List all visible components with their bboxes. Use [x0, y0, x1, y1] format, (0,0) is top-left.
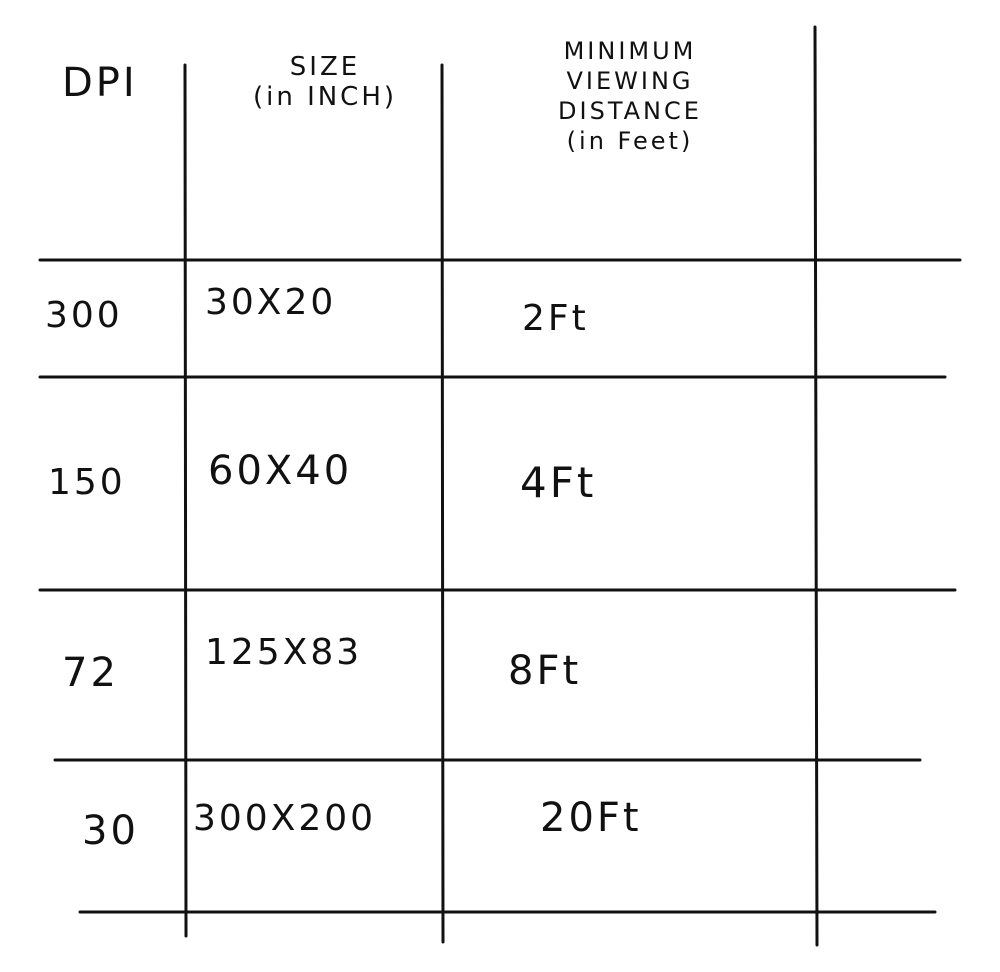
- vertical-line: [183, 63, 188, 938]
- cell-distance: 8Ft: [508, 648, 582, 694]
- cell-size: 60X40: [208, 448, 353, 494]
- header-size-line: SIZE: [289, 52, 361, 82]
- cell-dpi: 300: [45, 295, 123, 336]
- cell-dpi: 150: [48, 462, 126, 503]
- header-distance: MINIMUM VIEWING DISTANCE (in Feet): [505, 36, 755, 156]
- header-distance-line: VIEWING: [566, 67, 694, 95]
- header-distance-line: DISTANCE: [558, 97, 702, 125]
- cell-distance: 4Ft: [520, 458, 597, 507]
- cell-size: 30X20: [205, 282, 337, 323]
- header-distance-line: (in Feet): [566, 127, 694, 155]
- cell-size: 300X200: [193, 798, 377, 839]
- cell-distance: 20Ft: [540, 795, 642, 841]
- header-size-line: (in INCH): [252, 82, 398, 112]
- vertical-line: [813, 25, 819, 947]
- cell-dpi: 30: [82, 808, 139, 854]
- header-distance-line: MINIMUM: [563, 37, 697, 65]
- cell-distance: 2Ft: [522, 298, 589, 339]
- header-size: SIZE (in INCH): [225, 52, 425, 112]
- cell-size: 125X83: [205, 632, 363, 673]
- header-dpi: DPI: [62, 60, 138, 106]
- vertical-line: [440, 63, 445, 944]
- cell-dpi: 72: [62, 650, 119, 696]
